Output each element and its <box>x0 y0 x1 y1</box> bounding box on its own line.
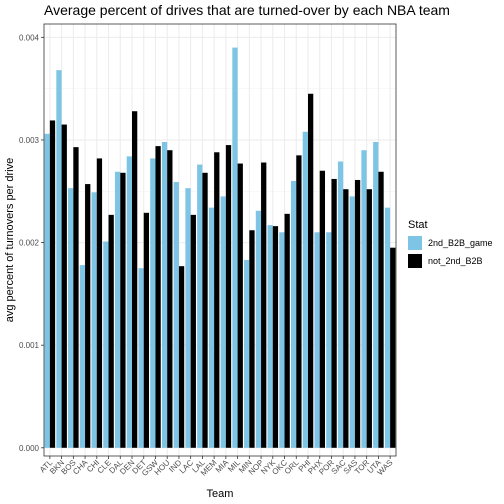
legend-label-not_2nd_B2B: not_2nd_B2B <box>428 256 483 266</box>
bar-2nd_B2B_game-UTA <box>373 142 379 448</box>
bar-not_2nd_B2B-NOP <box>261 162 267 448</box>
x-axis-title: Team <box>207 488 234 500</box>
bar-not_2nd_B2B-ATL <box>49 120 56 448</box>
bar-2nd_B2B_game-PHI <box>302 131 308 448</box>
bar-not_2nd_B2B-WAS <box>390 247 396 448</box>
bar-2nd_B2B_game-MIL <box>232 47 238 448</box>
y-tick-label: 0.003 <box>19 136 40 145</box>
bar-2nd_B2B_game-PHX <box>314 232 320 448</box>
bar-2nd_B2B_game-WAS <box>384 207 391 448</box>
bar-2nd_B2B_game-NOP <box>255 210 262 448</box>
bar-not_2nd_B2B-ORL <box>296 155 302 448</box>
bar-not_2nd_B2B-MIN <box>249 230 255 448</box>
bar-not_2nd_B2B-MIL <box>237 163 243 448</box>
bar-2nd_B2B_game-DET <box>138 268 144 448</box>
y-axis: 0.000 0.001 0.002 0.003 0.004 <box>19 33 44 453</box>
y-tick-label: 0.004 <box>19 33 40 42</box>
bar-not_2nd_B2B-MEM <box>214 152 220 448</box>
bar-2nd_B2B_game-POR <box>326 232 332 448</box>
bar-2nd_B2B_game-ATL <box>44 133 50 448</box>
legend-key-2nd_B2B_game <box>408 236 422 250</box>
legend-label-2nd_B2B_game: 2nd_B2B_game <box>428 238 493 248</box>
bar-not_2nd_B2B-POR <box>331 178 337 448</box>
bar-2nd_B2B_game-BKN <box>56 70 62 448</box>
bar-2nd_B2B_game-SAS <box>349 196 355 448</box>
bars <box>44 47 396 448</box>
y-tick-label: 0.000 <box>19 444 40 453</box>
bar-not_2nd_B2B-NYK <box>272 226 279 448</box>
bar-not_2nd_B2B-SAC <box>343 189 349 448</box>
bar-2nd_B2B_game-LAL <box>197 164 203 448</box>
bar-not_2nd_B2B-LAC <box>190 214 196 448</box>
bar-2nd_B2B_game-OKC <box>279 232 285 448</box>
bar-not_2nd_B2B-PHI <box>308 93 314 448</box>
bar-2nd_B2B_game-HOU <box>161 142 168 448</box>
legend-key-not_2nd_B2B <box>408 254 422 268</box>
bar-not_2nd_B2B-HOU <box>167 150 173 448</box>
bar-not_2nd_B2B-CLE <box>108 214 114 448</box>
bar-not_2nd_B2B-TOR <box>366 189 372 448</box>
bar-2nd_B2B_game-IND <box>173 182 179 448</box>
bar-2nd_B2B_game-CHA <box>79 265 86 448</box>
bar-not_2nd_B2B-LAL <box>202 172 208 448</box>
bar-not_2nd_B2B-SAS <box>354 179 361 448</box>
plot-border <box>43 23 397 457</box>
bar-2nd_B2B_game-BOS <box>68 188 74 448</box>
bar-2nd_B2B_game-ORL <box>290 180 297 448</box>
bar-2nd_B2B_game-LAC <box>185 188 191 448</box>
bar-2nd_B2B_game-SAC <box>337 161 344 448</box>
plot-panel <box>44 24 396 456</box>
bar-not_2nd_B2B-UTA <box>378 171 384 448</box>
bar-not_2nd_B2B-OKC <box>284 213 290 448</box>
bar-2nd_B2B_game-NYK <box>267 225 273 448</box>
bar-2nd_B2B_game-MEM <box>208 207 215 448</box>
bar-2nd_B2B_game-TOR <box>361 150 367 448</box>
bar-2nd_B2B_game-CHI <box>91 192 97 448</box>
bar-not_2nd_B2B-IND <box>178 266 185 448</box>
bar-2nd_B2B_game-MIN <box>244 260 250 448</box>
bar-not_2nd_B2B-DAL <box>120 172 126 448</box>
chart-title: Average percent of drives that are turne… <box>44 2 450 18</box>
bar-2nd_B2B_game-CLE <box>103 241 109 448</box>
bar-not_2nd_B2B-GSW <box>155 146 161 448</box>
bar-not_2nd_B2B-DEN <box>132 111 138 448</box>
y-axis-title: avg percent of turnovers per drive <box>4 158 16 322</box>
bar-not_2nd_B2B-PHX <box>319 170 326 448</box>
bar-not_2nd_B2B-CHI <box>96 158 103 448</box>
legend: Stat 2nd_B2B_game not_2nd_B2B <box>408 219 493 268</box>
bar-2nd_B2B_game-DEN <box>126 156 132 448</box>
bar-not_2nd_B2B-CHA <box>85 184 91 448</box>
bar-not_2nd_B2B-DET <box>143 212 150 448</box>
legend-title: Stat <box>408 219 428 231</box>
bar-not_2nd_B2B-MIA <box>225 145 232 448</box>
bar-not_2nd_B2B-BKN <box>61 124 67 448</box>
bar-not_2nd_B2B-BOS <box>73 147 79 448</box>
bar-2nd_B2B_game-GSW <box>150 158 156 448</box>
x-axis: ATLBKNBOSCHACHICLEDALDENDETGSWHOUINDLACL… <box>38 456 395 478</box>
bar-2nd_B2B_game-DAL <box>114 171 121 448</box>
y-tick-label: 0.001 <box>19 341 40 350</box>
bar-2nd_B2B_game-MIA <box>220 196 226 448</box>
y-tick-label: 0.002 <box>19 239 40 248</box>
